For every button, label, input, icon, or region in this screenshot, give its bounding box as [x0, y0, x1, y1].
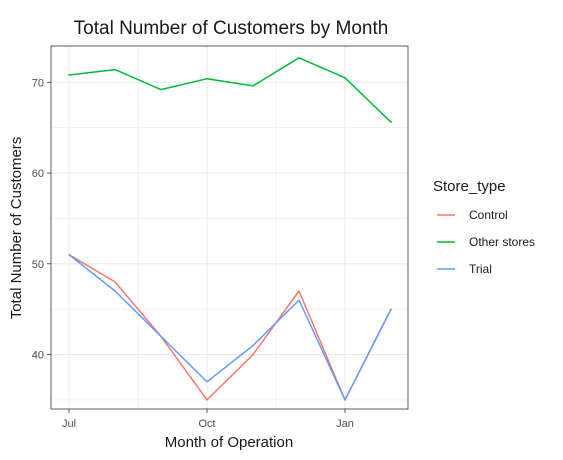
series-line-other-stores	[68, 57, 392, 123]
legend-label-trial: Trial	[469, 262, 492, 276]
plot-panel	[51, 46, 408, 409]
y-axis: 40 50 60 70	[32, 77, 51, 362]
y-tick-label: 50	[32, 259, 44, 271]
plot-border	[50, 45, 409, 410]
x-axis-title: Month of Operation	[165, 434, 293, 451]
legend-title: Store_type	[433, 178, 506, 195]
y-tick-label: 40	[32, 350, 44, 362]
legend-label-other-stores: Other stores	[469, 235, 535, 249]
grid-major	[51, 46, 408, 409]
plot-area	[50, 45, 409, 410]
legend: Store_type Control Other stores Trial	[433, 178, 535, 276]
y-axis-title: Total Number of Customers	[8, 137, 25, 320]
series-lines	[68, 57, 392, 401]
x-tick-label: Oct	[198, 418, 215, 430]
series-line-trial	[68, 253, 392, 401]
chart-title: Total Number of Customers by Month	[74, 18, 389, 39]
y-tick-label: 70	[32, 77, 44, 89]
y-tick-label: 60	[32, 168, 44, 180]
x-tick-label: Jan	[336, 418, 354, 430]
x-tick-label: Jul	[62, 418, 76, 430]
legend-label-control: Control	[469, 208, 508, 222]
legend-items: Control Other stores Trial	[437, 208, 535, 276]
x-axis: Jul Oct Jan	[62, 409, 354, 430]
grid-minor	[51, 46, 408, 409]
